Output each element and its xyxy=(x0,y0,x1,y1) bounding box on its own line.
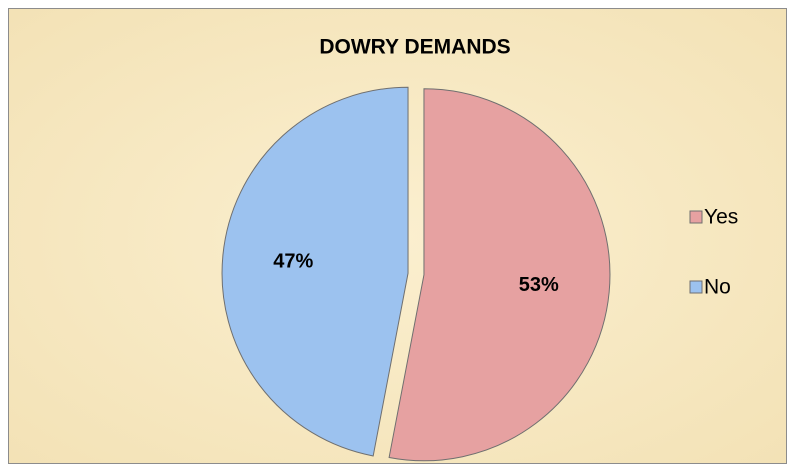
data-label: 47% xyxy=(273,251,313,273)
data-label: 53% xyxy=(519,274,559,296)
legend-swatch xyxy=(689,280,703,294)
legend-label: Yes xyxy=(704,206,738,229)
pie-slice xyxy=(388,88,611,462)
legend-label: No xyxy=(704,276,731,299)
pie-slice xyxy=(221,86,409,457)
legend-swatch xyxy=(689,210,703,224)
chart-title: DOWRY DEMANDS xyxy=(319,36,510,59)
